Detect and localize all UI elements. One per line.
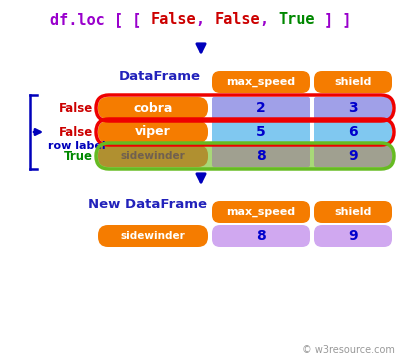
Text: 3: 3 [348,101,358,115]
Text: ,: , [196,12,215,28]
Text: 2: 2 [256,101,266,115]
Text: max_speed: max_speed [226,77,295,87]
FancyBboxPatch shape [314,97,392,119]
FancyBboxPatch shape [314,225,392,247]
FancyBboxPatch shape [98,97,208,119]
Text: DataFrame: DataFrame [119,69,201,82]
FancyBboxPatch shape [98,121,208,143]
FancyBboxPatch shape [98,225,208,247]
Text: df.loc [ [: df.loc [ [ [50,12,151,28]
Text: viper: viper [135,126,171,139]
Text: True: True [64,150,93,163]
FancyBboxPatch shape [96,143,394,169]
Text: sidewinder: sidewinder [120,231,185,241]
FancyBboxPatch shape [212,201,310,223]
FancyBboxPatch shape [314,145,392,167]
Text: max_speed: max_speed [226,207,295,217]
Text: True: True [278,12,315,28]
Text: cobra: cobra [133,102,173,114]
Text: ,: , [260,12,278,28]
FancyBboxPatch shape [212,225,310,247]
Text: False: False [151,12,196,28]
FancyBboxPatch shape [212,121,310,143]
Text: sidewinder: sidewinder [120,151,185,161]
Text: © w3resource.com: © w3resource.com [302,345,395,355]
Text: False: False [59,126,93,139]
Text: shield: shield [334,207,372,217]
FancyBboxPatch shape [314,121,392,143]
Text: ] ]: ] ] [315,12,351,28]
Text: False: False [215,12,260,28]
Text: 9: 9 [348,149,358,163]
FancyBboxPatch shape [212,97,310,119]
Text: 9: 9 [348,229,358,243]
Text: row label: row label [48,141,106,151]
FancyBboxPatch shape [212,71,310,93]
Text: False: False [59,102,93,114]
FancyBboxPatch shape [314,71,392,93]
Text: 8: 8 [256,229,266,243]
FancyBboxPatch shape [314,201,392,223]
FancyBboxPatch shape [98,145,208,167]
Text: 6: 6 [348,125,358,139]
Text: New DataFrame: New DataFrame [89,199,208,212]
Text: 5: 5 [256,125,266,139]
FancyBboxPatch shape [212,145,310,167]
Text: shield: shield [334,77,372,87]
Text: 8: 8 [256,149,266,163]
